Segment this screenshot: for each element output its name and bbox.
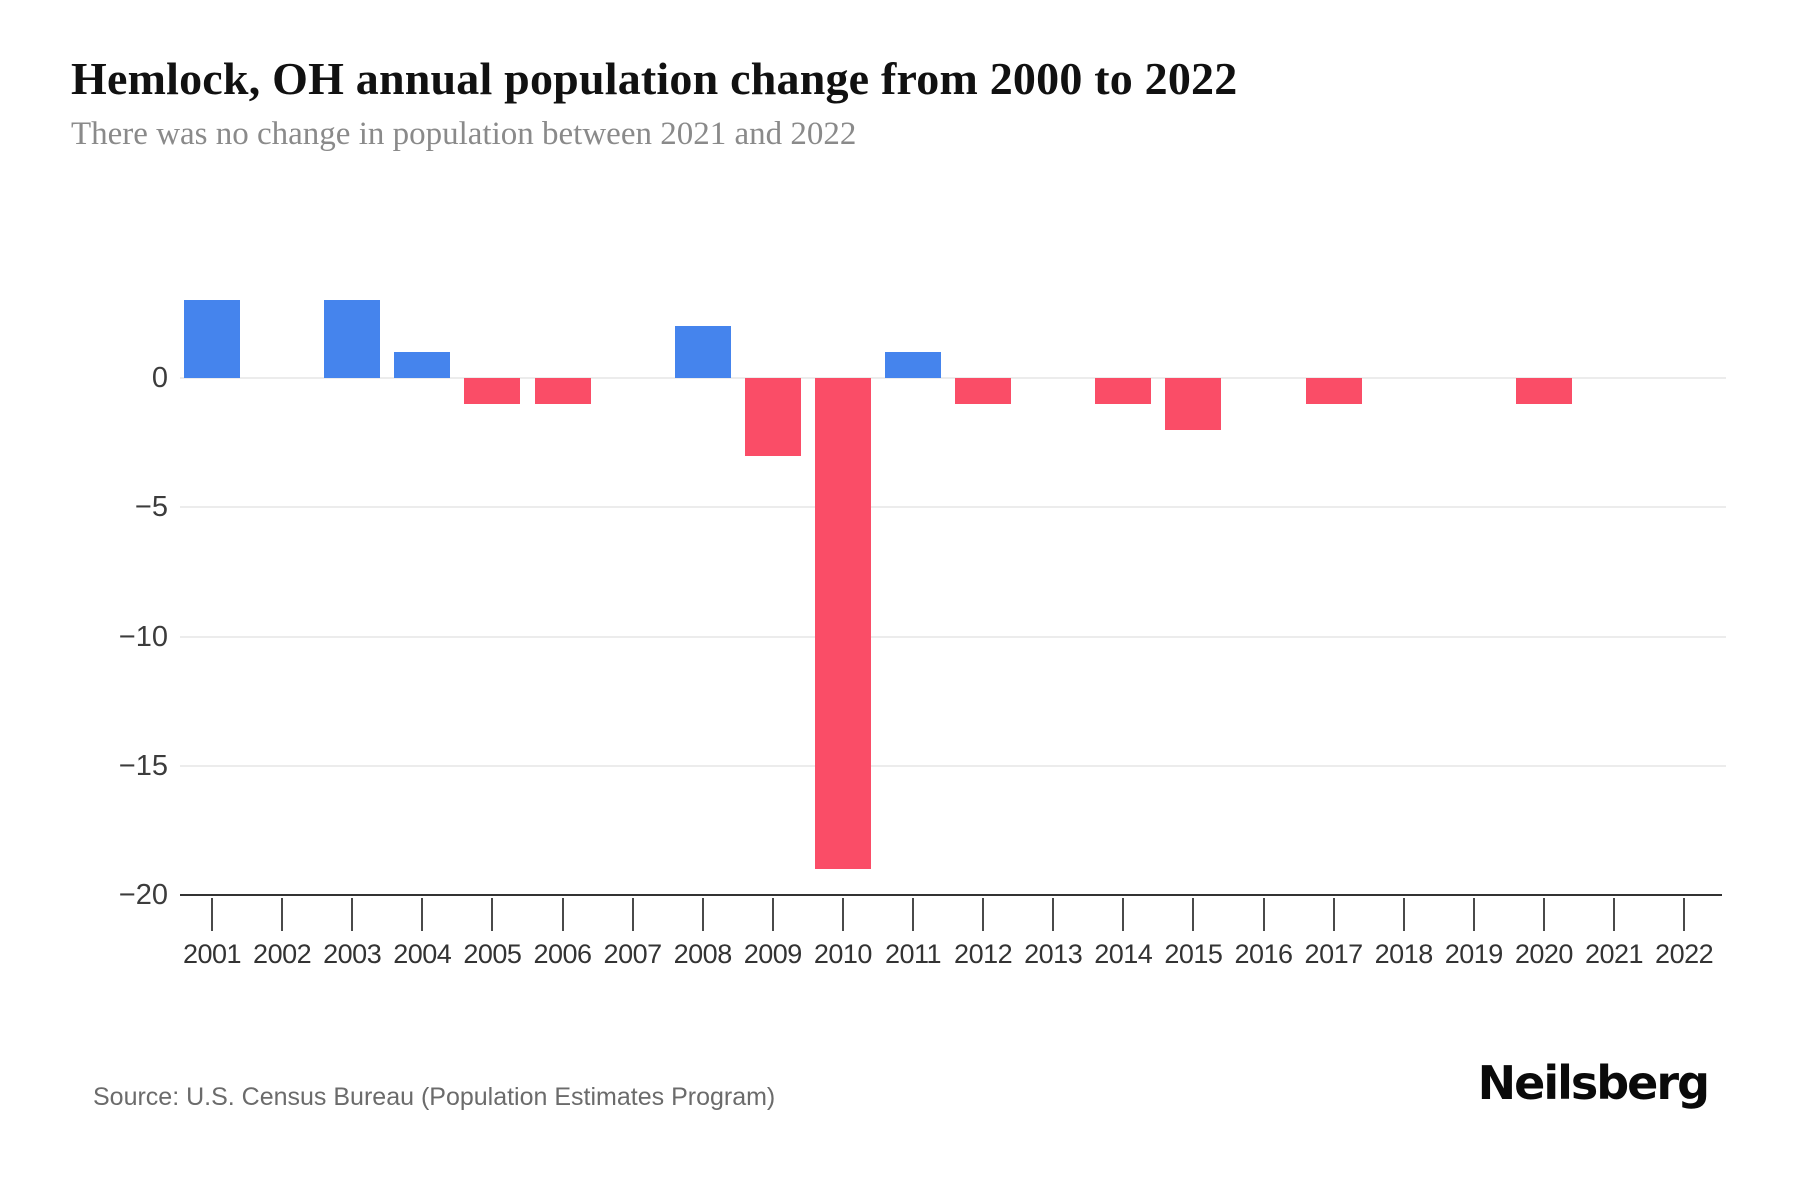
x-axis-line: [180, 894, 1722, 896]
x-axis-label: 2012: [954, 939, 1013, 969]
x-axis-tick: [1472, 898, 1475, 931]
bar: [885, 352, 941, 378]
bar: [1095, 378, 1152, 404]
x-axis-label: 2007: [603, 939, 663, 969]
x-axis-tick: [701, 898, 704, 931]
y-axis-label: −10: [118, 620, 168, 653]
chart-subtitle: There was no change in population betwee…: [71, 116, 857, 152]
x-axis-label: 2010: [813, 939, 873, 969]
bar: [464, 378, 521, 404]
bar: [324, 300, 381, 378]
bar: [394, 352, 451, 378]
x-axis-tick: [982, 898, 985, 931]
x-axis-label: 2013: [1024, 939, 1083, 969]
bar: [534, 378, 591, 404]
x-axis-label: 2003: [323, 939, 382, 969]
chart-title: Hemlock, OH annual population change fro…: [71, 53, 1238, 104]
y-axis-label: −20: [118, 879, 168, 911]
x-axis-label: 2001: [182, 939, 242, 969]
x-axis-tick: [1262, 898, 1265, 931]
x-axis-label: 2004: [393, 939, 452, 969]
brand-logo: Neilsberg: [1477, 1056, 1710, 1110]
gridline: [180, 377, 1726, 379]
x-axis-label: 2006: [533, 939, 592, 969]
x-axis-tick: [1052, 898, 1055, 931]
x-axis-tick: [281, 898, 284, 931]
x-axis-label: 2020: [1514, 939, 1574, 969]
x-axis-label: 2008: [673, 939, 733, 969]
y-axis-label: −15: [118, 749, 168, 782]
x-axis-tick: [1332, 898, 1335, 931]
x-axis-label: 2014: [1094, 939, 1153, 969]
x-axis-tick: [421, 898, 424, 931]
x-axis-tick: [912, 898, 914, 931]
x-axis-tick: [1613, 898, 1615, 931]
x-axis-label: 2017: [1304, 939, 1364, 969]
gridline: [180, 635, 1726, 638]
gridline: [180, 764, 1726, 767]
x-axis-tick: [491, 898, 494, 931]
x-axis-tick: [631, 898, 634, 931]
bar: [674, 326, 731, 378]
x-axis-label: 2011: [884, 939, 942, 969]
x-axis-label: 2021: [1584, 939, 1644, 969]
bar: [744, 378, 801, 456]
bar: [1305, 378, 1362, 404]
x-axis-label: 2018: [1374, 939, 1434, 969]
x-axis-label: 2015: [1164, 939, 1223, 969]
bar: [1515, 378, 1572, 404]
x-axis-tick: [1192, 898, 1195, 931]
x-axis-tick: [1683, 898, 1686, 931]
bar: [184, 300, 240, 378]
y-axis-label: −5: [134, 491, 168, 524]
source-text: Source: U.S. Census Bureau (Population E…: [93, 1083, 776, 1111]
x-axis-tick: [561, 898, 564, 931]
x-axis-tick: [351, 898, 354, 931]
x-axis-tick: [1122, 898, 1125, 931]
x-axis-tick: [841, 898, 844, 931]
x-axis-label: 2002: [253, 939, 312, 969]
x-axis-label: 2009: [743, 939, 803, 969]
bar: [814, 378, 871, 870]
x-axis-label: 2022: [1655, 939, 1714, 969]
x-axis-tick: [1402, 898, 1405, 931]
y-axis-label: 0: [151, 362, 168, 394]
x-axis-tick: [771, 898, 774, 931]
bar: [955, 378, 1012, 404]
x-axis-label: 2005: [463, 939, 522, 969]
x-axis-label: 2016: [1234, 939, 1293, 969]
x-axis-label: 2019: [1444, 939, 1504, 969]
gridline: [180, 506, 1726, 509]
x-axis-tick: [211, 898, 213, 931]
x-axis-tick: [1542, 898, 1545, 931]
bar: [1165, 378, 1222, 430]
